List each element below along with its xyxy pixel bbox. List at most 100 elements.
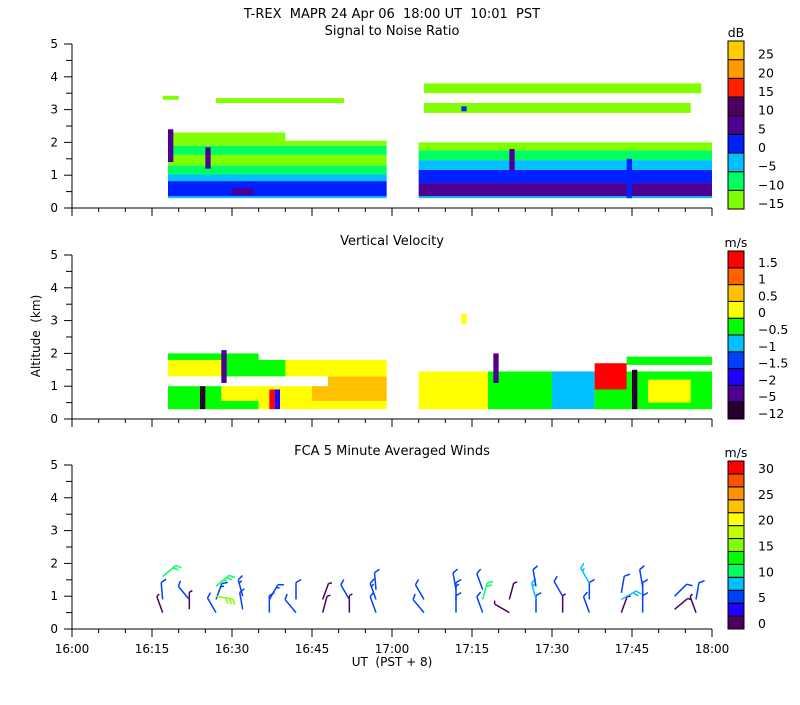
wind-barb-segment [220, 585, 225, 588]
colorbar-swatch [727, 189, 745, 210]
wind-barb [588, 578, 595, 600]
heatmap-cell [418, 160, 712, 170]
colorbar-swatch [727, 59, 745, 79]
wind-barb-segment [160, 578, 167, 584]
y-tick-label: 4 [50, 70, 58, 84]
wind-barb [452, 568, 459, 590]
heatmap-cell [168, 154, 387, 166]
wind-barb-segment [588, 578, 595, 584]
x-tick-label: 16:45 [295, 642, 330, 656]
heatmap-cell [168, 386, 222, 401]
heatmap-cell [461, 314, 467, 324]
y-tick-label: 1 [50, 168, 58, 182]
y-tick-label: 1 [50, 379, 58, 393]
wind-barb-segment [582, 596, 591, 613]
wind-barb-segment [476, 596, 484, 613]
wind-barb-segment [206, 592, 212, 599]
colorbar-unit-vv: m/s [725, 235, 748, 250]
wind-barb-segment [532, 569, 537, 587]
y-tick-label: 2 [50, 346, 58, 360]
wind-barb-segment [581, 567, 585, 572]
wind-barb [620, 590, 642, 601]
wind-barb [373, 568, 380, 590]
y-tick-label: 4 [50, 281, 58, 295]
wind-barb-segment [175, 564, 182, 569]
wind-barb-segment [226, 576, 233, 581]
colorbar-label: −1.5 [758, 356, 788, 371]
colorbar-label: 1.5 [758, 255, 778, 270]
wind-barb-segment [328, 582, 333, 585]
wind-barb [476, 591, 484, 613]
wind-barb-segment [689, 596, 697, 613]
wind-barb-segment [172, 567, 179, 571]
colorbar-swatch [727, 615, 745, 630]
colorbar-swatch [727, 486, 745, 501]
colorbar-label: 0 [758, 616, 766, 631]
wind-barb-segment [452, 568, 459, 574]
wind-barb-segment [535, 591, 542, 597]
wind-barb-segment [686, 583, 693, 587]
colorbar-label: 25 [758, 47, 774, 62]
wind-barb-segment [223, 579, 228, 582]
heatmap-cell [418, 196, 712, 199]
colorbar-swatch [727, 602, 745, 617]
wind-barb [641, 591, 649, 613]
colorbar-label: 0 [758, 305, 766, 320]
wind-barb-segment [412, 599, 425, 614]
wind-barb-segment [177, 580, 182, 587]
wind-barb [340, 579, 350, 600]
y-tick-label: 2 [50, 556, 58, 570]
colorbar-unit-snr: dB [728, 25, 745, 40]
wind-barb [638, 565, 645, 587]
heatmap-cell [648, 379, 691, 403]
wind-barb-segment [580, 562, 585, 569]
x-tick-label: 17:00 [375, 642, 410, 656]
wind-barb [295, 578, 302, 600]
wind-barb [412, 593, 425, 614]
wind-barb-segment [531, 583, 536, 587]
colorbar-label: −1 [758, 339, 776, 354]
x-axis-label: UT (PST + 8) [352, 655, 433, 669]
colorbar-swatch [727, 525, 745, 540]
heatmap-cell [493, 353, 499, 383]
colorbar-swatch [727, 576, 745, 591]
panel-title-vertical-velocity: Vertical Velocity [340, 234, 444, 249]
wind-barb-segment [455, 591, 462, 597]
wind-barb [414, 579, 425, 600]
wind-barb [156, 593, 164, 613]
colorbar-label: −0.5 [758, 322, 788, 337]
wind-barb-segment [562, 593, 567, 597]
heatmap-cell [269, 389, 275, 410]
colorbar-label: 5 [758, 590, 766, 605]
wind-barb [620, 573, 631, 594]
wind-barb-segment [639, 565, 645, 571]
wind-barb [689, 593, 697, 613]
heatmap-cell [594, 363, 627, 390]
wind-barb-segment [156, 596, 164, 613]
y-tick-label: 0 [50, 622, 58, 636]
wind-barb-segment [348, 593, 353, 597]
wind-barb-segment [513, 581, 518, 584]
wind-barb-segment [476, 568, 482, 575]
wind-barb-segment [295, 578, 302, 584]
colorbar-swatch [727, 351, 745, 370]
y-tick-label: 0 [50, 412, 58, 426]
colorbar-swatch [727, 589, 745, 604]
heatmap-cell [200, 386, 206, 410]
colorbar-swatch [727, 40, 745, 61]
wind-barb-segment [369, 578, 375, 584]
y-tick-label: 2 [50, 135, 58, 149]
colorbar-swatch [727, 473, 745, 488]
panel-title-snr: Signal to Noise Ratio [325, 24, 460, 39]
colorbar-label: 1 [758, 272, 766, 287]
heatmap-cell [461, 106, 467, 112]
wind-barb [674, 597, 692, 610]
heatmap-cell [328, 376, 387, 387]
colorbar-swatch [727, 317, 745, 336]
colorbar-swatch [727, 171, 745, 191]
colorbar-label: −12 [758, 406, 784, 421]
wind-barb [455, 578, 462, 600]
wind-barb-segment [580, 567, 590, 584]
wind-barb [674, 583, 693, 597]
